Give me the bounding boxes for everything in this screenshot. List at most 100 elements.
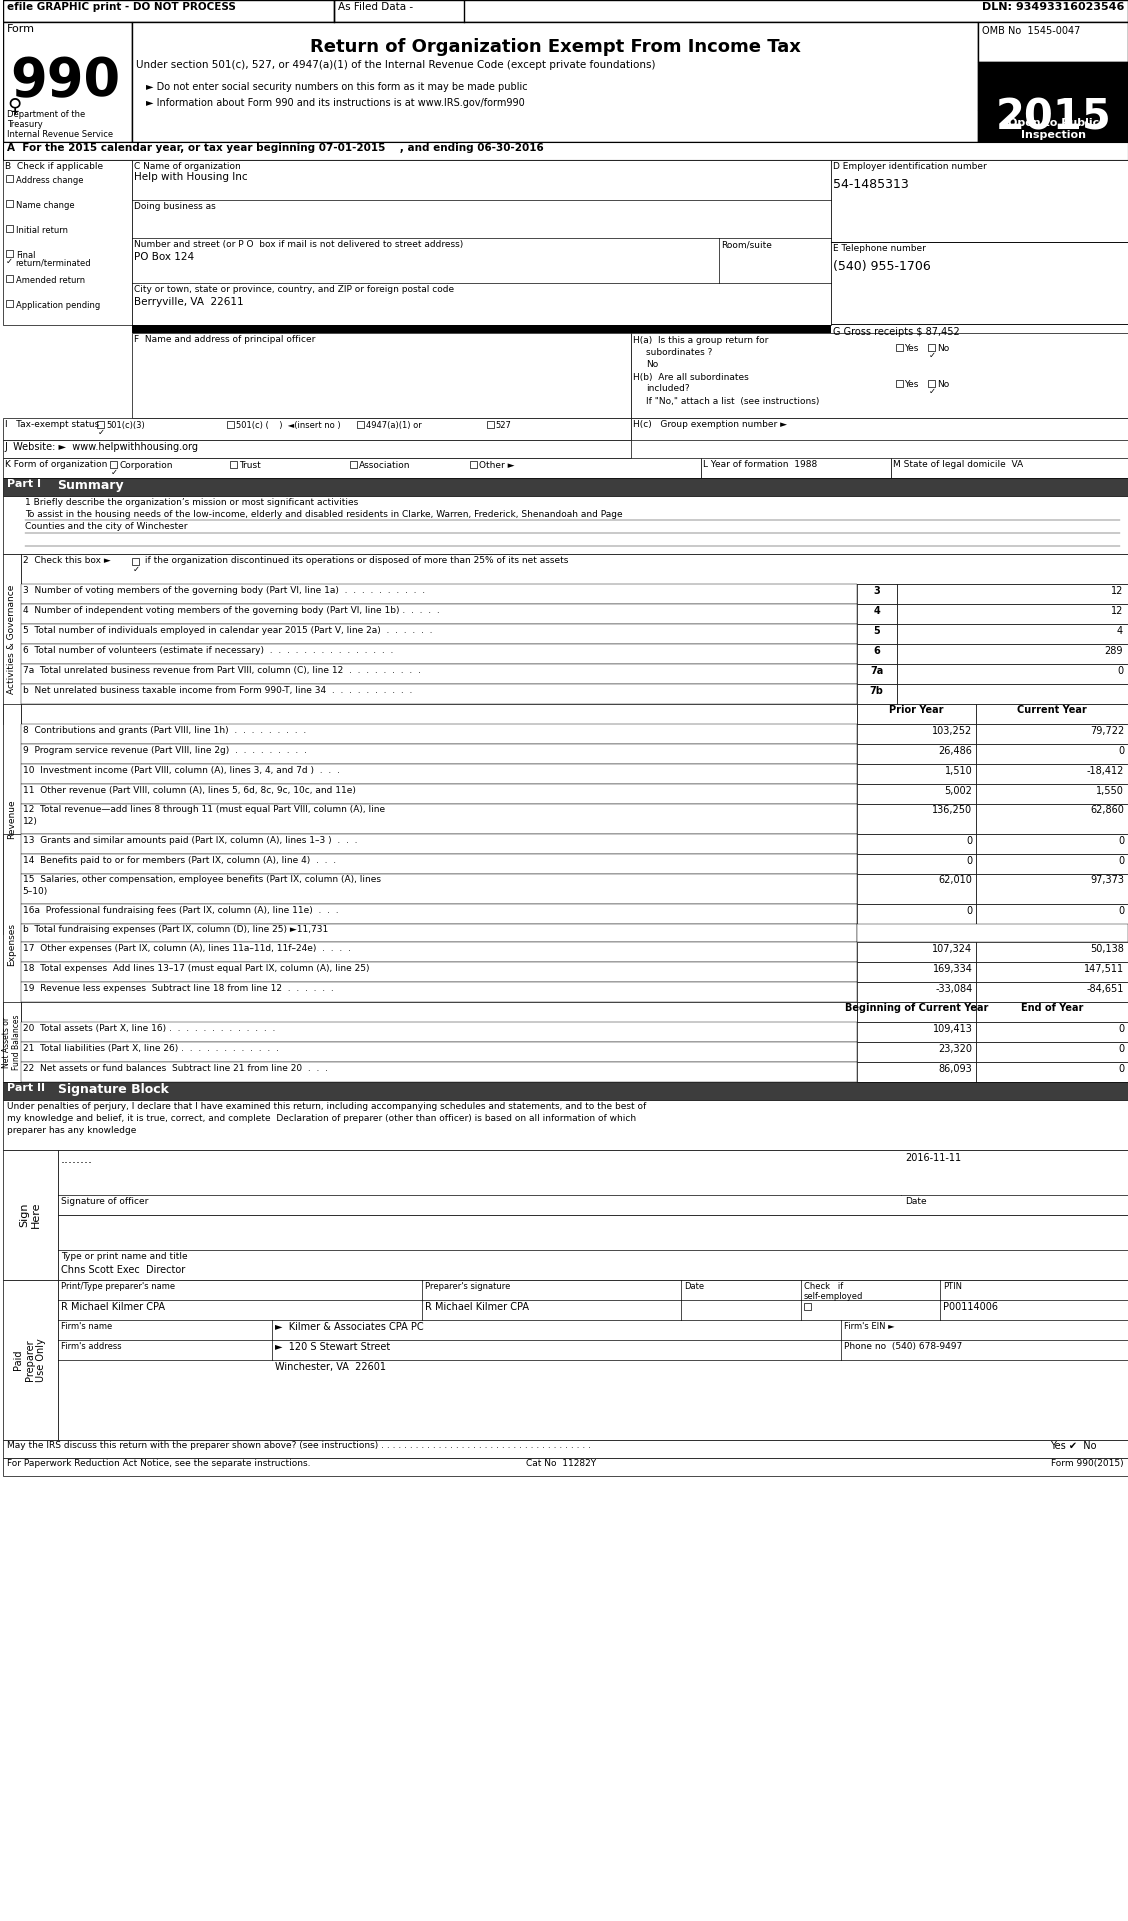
Bar xyxy=(6,300,12,307)
Bar xyxy=(2,553,20,724)
Text: 5–10): 5–10) xyxy=(23,888,47,895)
Bar xyxy=(856,874,977,905)
Text: 1,550: 1,550 xyxy=(1096,786,1123,795)
Text: ►  120 S Stewart Street: ► 120 S Stewart Street xyxy=(275,1343,390,1352)
Bar xyxy=(856,805,977,834)
Text: 3: 3 xyxy=(873,586,880,596)
Bar xyxy=(132,325,830,332)
Bar xyxy=(2,496,1128,553)
Text: Berryville, VA  22611: Berryville, VA 22611 xyxy=(134,298,244,307)
Text: efile GRAPHIC print - DO NOT PROCESS: efile GRAPHIC print - DO NOT PROCESS xyxy=(7,2,236,12)
Text: C Name of organization: C Name of organization xyxy=(134,161,241,171)
Text: 26,486: 26,486 xyxy=(938,745,972,757)
Bar xyxy=(2,142,1128,159)
Text: Address change: Address change xyxy=(16,177,83,184)
Bar xyxy=(856,684,897,703)
Text: Open to Public: Open to Public xyxy=(1007,117,1099,129)
Bar xyxy=(58,1151,1128,1214)
Bar xyxy=(58,1214,1128,1279)
Text: Prior Year: Prior Year xyxy=(889,705,944,715)
Text: Expenses: Expenses xyxy=(7,922,16,966)
Text: Return of Organization Exempt From Income Tax: Return of Organization Exempt From Incom… xyxy=(310,38,801,56)
Text: subordinates ?: subordinates ? xyxy=(646,348,713,357)
Text: 23,320: 23,320 xyxy=(938,1043,972,1055)
Bar xyxy=(977,834,1128,855)
Bar xyxy=(856,624,897,644)
Bar xyxy=(896,380,902,386)
Text: b  Total fundraising expenses (Part IX, column (D), line 25) ►11,731: b Total fundraising expenses (Part IX, c… xyxy=(23,926,328,934)
Bar xyxy=(97,421,105,428)
Bar xyxy=(856,1003,977,1022)
Text: 18  Total expenses  Add lines 13–17 (must equal Part IX, column (A), line 25): 18 Total expenses Add lines 13–17 (must … xyxy=(23,964,369,974)
Bar xyxy=(20,603,856,624)
Text: 50,138: 50,138 xyxy=(1090,943,1123,955)
Text: PTIN: PTIN xyxy=(943,1281,962,1291)
Text: Paid
Preparer
Use Only: Paid Preparer Use Only xyxy=(14,1339,46,1381)
Bar xyxy=(6,225,12,232)
Text: City or town, state or province, country, and ZIP or foreign postal code: City or town, state or province, country… xyxy=(134,284,455,294)
Text: 4: 4 xyxy=(1117,626,1123,636)
Text: 16a  Professional fundraising fees (Part IX, column (A), line 11e)  .  .  .: 16a Professional fundraising fees (Part … xyxy=(23,907,338,914)
Text: 4: 4 xyxy=(873,605,880,617)
Bar xyxy=(20,784,856,805)
Text: Corporation: Corporation xyxy=(120,461,173,471)
Bar xyxy=(58,1279,1128,1441)
Text: End of Year: End of Year xyxy=(1021,1003,1083,1012)
Text: 0: 0 xyxy=(1118,907,1123,916)
Bar xyxy=(856,1022,977,1041)
Text: 4  Number of independent voting members of the governing body (Part VI, line 1b): 4 Number of independent voting members o… xyxy=(23,605,440,615)
Text: Type or print name and title: Type or print name and title xyxy=(61,1252,187,1260)
Text: Signature of officer: Signature of officer xyxy=(61,1197,148,1206)
Text: Revenue: Revenue xyxy=(7,799,16,839)
Bar xyxy=(2,1101,1128,1151)
Text: E Telephone number: E Telephone number xyxy=(832,244,926,254)
Text: Firm's EIN ►: Firm's EIN ► xyxy=(844,1322,895,1331)
Bar xyxy=(700,457,891,478)
Text: 7b: 7b xyxy=(870,686,883,695)
Text: If "No," attach a list  (see instructions): If "No," attach a list (see instructions… xyxy=(646,398,820,405)
Text: Sign
Here: Sign Here xyxy=(19,1203,41,1228)
Text: ........: ........ xyxy=(61,1153,92,1166)
Bar xyxy=(897,624,1128,644)
Text: ✓: ✓ xyxy=(929,350,936,359)
Text: 136,250: 136,250 xyxy=(932,805,972,815)
Bar xyxy=(20,553,1128,584)
Bar xyxy=(2,419,632,440)
Bar xyxy=(632,332,1128,419)
Bar xyxy=(2,478,1128,496)
Bar xyxy=(20,805,856,834)
Bar xyxy=(856,665,897,684)
Bar xyxy=(856,765,977,784)
Text: 7a: 7a xyxy=(870,667,883,676)
Text: Initial return: Initial return xyxy=(16,227,68,234)
Text: 6: 6 xyxy=(873,645,880,655)
Text: ✓: ✓ xyxy=(7,257,14,265)
Bar xyxy=(20,1003,856,1022)
Text: 990: 990 xyxy=(10,56,121,108)
Text: self-employed: self-employed xyxy=(804,1293,863,1301)
Text: Department of the: Department of the xyxy=(7,109,85,119)
Text: 0: 0 xyxy=(1117,667,1123,676)
Bar xyxy=(2,1441,1128,1458)
Text: 2016-11-11: 2016-11-11 xyxy=(906,1153,962,1162)
Bar xyxy=(2,834,20,1055)
Text: Inspection: Inspection xyxy=(1021,131,1085,140)
Text: 2015: 2015 xyxy=(995,96,1111,138)
Text: 289: 289 xyxy=(1104,645,1123,655)
Text: 2  Check this box ►: 2 Check this box ► xyxy=(23,555,111,565)
Text: 0: 0 xyxy=(1118,1043,1123,1055)
Bar xyxy=(856,603,897,624)
Text: 109,413: 109,413 xyxy=(933,1024,972,1033)
Text: Signature Block: Signature Block xyxy=(58,1083,168,1097)
Text: 0: 0 xyxy=(967,836,972,845)
Bar xyxy=(977,855,1128,874)
Bar xyxy=(978,109,1128,142)
Bar xyxy=(830,242,1128,325)
Bar xyxy=(2,1151,58,1279)
Text: 0: 0 xyxy=(1118,836,1123,845)
Text: L Year of formation  1988: L Year of formation 1988 xyxy=(703,459,818,469)
Text: G Gross receipts $ 87,452: G Gross receipts $ 87,452 xyxy=(832,327,960,336)
Text: P00114006: P00114006 xyxy=(943,1302,998,1312)
Text: F  Name and address of principal officer: F Name and address of principal officer xyxy=(134,334,316,344)
Text: R Michael Kilmer CPA: R Michael Kilmer CPA xyxy=(61,1302,165,1312)
